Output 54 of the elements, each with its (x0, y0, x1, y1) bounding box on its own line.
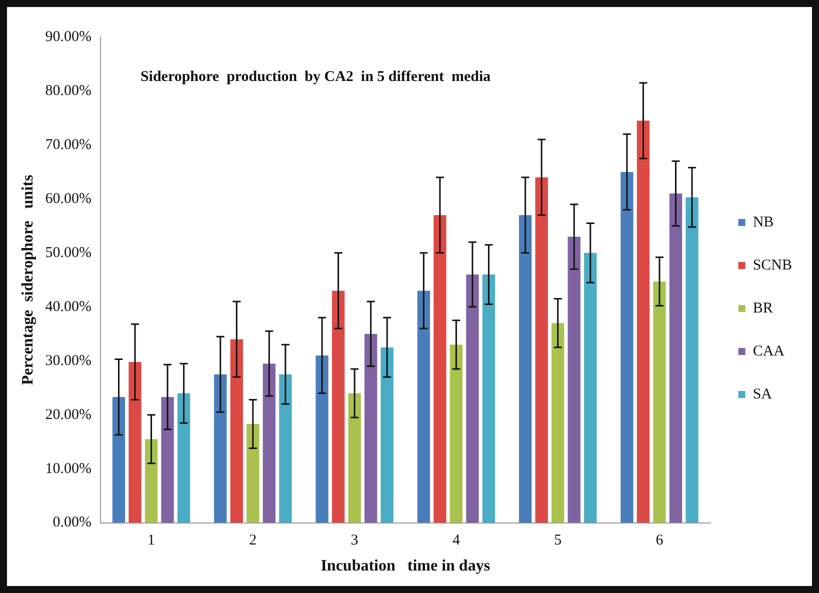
x-tick-label: 1 (148, 532, 156, 549)
x-tick-label: 2 (249, 532, 257, 549)
x-tick-label: 6 (656, 532, 664, 549)
bar (482, 274, 496, 523)
bar (653, 282, 666, 523)
y-tick-label: 20.00% (45, 406, 92, 423)
bar (669, 194, 682, 523)
y-tick-label: 10.00% (45, 460, 92, 477)
bar (279, 374, 292, 523)
y-tick-label: 90.00% (45, 28, 92, 45)
y-tick-label: 0.00% (52, 514, 92, 531)
y-tick-label: 70.00% (45, 136, 92, 153)
y-tick-label: 40.00% (45, 298, 92, 315)
bar (128, 362, 142, 523)
bar (686, 197, 698, 523)
legend-label: SCNB (752, 257, 792, 274)
bar (417, 290, 430, 523)
bar (316, 355, 328, 523)
bar (112, 397, 126, 523)
legend-label: NB (752, 214, 774, 230)
bar (214, 374, 227, 523)
bar (230, 339, 243, 523)
y-tick-label: 50.00% (45, 244, 92, 261)
x-axis-title: Incubation time in days (320, 558, 490, 575)
bar (552, 323, 564, 523)
bar (332, 290, 345, 523)
bar (161, 397, 174, 523)
legend-label: SA (752, 386, 772, 402)
bar (584, 252, 597, 523)
x-tick-label: 4 (452, 532, 460, 549)
bar (568, 236, 580, 523)
bar (364, 334, 378, 523)
legend-label: BR (752, 300, 773, 316)
bar (518, 215, 532, 523)
bar (348, 393, 361, 523)
bar (144, 439, 158, 523)
bar (434, 215, 446, 523)
bar (620, 172, 634, 523)
y-tick-label: 60.00% (45, 190, 92, 207)
bar (246, 424, 260, 523)
y-axis-title: Percentage siderophore units (20, 174, 37, 386)
y-tick-label: 30.00% (45, 352, 92, 369)
legend-label: CAA (752, 343, 785, 360)
text: Siderophore production by CA2 in 5 different media (140, 68, 492, 85)
bar (466, 274, 479, 523)
y-tick-label: 80.00% (45, 82, 92, 99)
bar (262, 364, 276, 523)
x-tick-label: 5 (554, 532, 562, 549)
x-tick-label: 3 (350, 532, 358, 549)
bar (450, 344, 463, 523)
bar (535, 177, 548, 523)
bar (380, 347, 394, 523)
bar (177, 393, 190, 523)
bar (636, 120, 650, 523)
